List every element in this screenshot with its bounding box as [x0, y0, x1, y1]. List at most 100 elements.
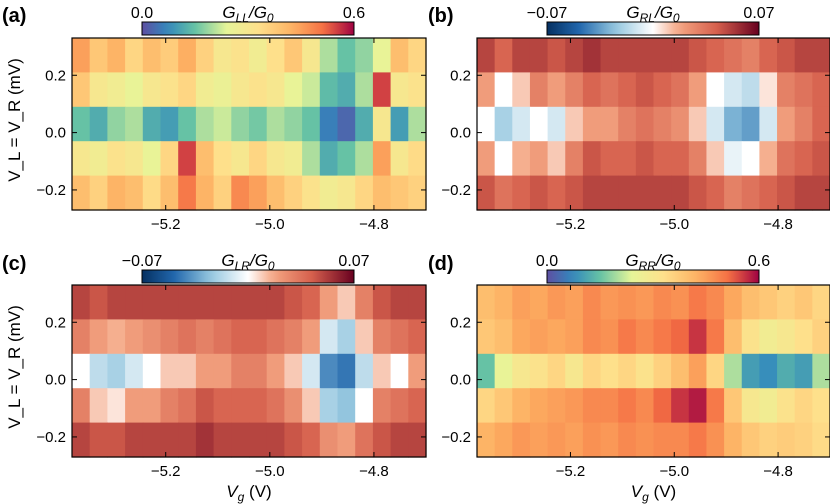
- heatmap-cell: [600, 388, 619, 424]
- heatmap-cell: [372, 285, 392, 320]
- heatmap-cell: [512, 388, 531, 424]
- colorbar-min-label: −0.07: [122, 253, 163, 270]
- heatmap-cell: [213, 319, 232, 355]
- heatmap-cell: [477, 353, 496, 389]
- heatmap-cell: [724, 285, 743, 320]
- heatmap-cell: [125, 319, 144, 355]
- heatmap-cell: [759, 319, 778, 355]
- heatmap-cell: [284, 106, 303, 142]
- heatmap-cell: [653, 319, 672, 355]
- heatmap-cell: [213, 285, 232, 320]
- heatmap-cell: [529, 141, 549, 177]
- heatmap-cell: [671, 353, 690, 389]
- y-tick-label: 0.0: [450, 372, 471, 389]
- panel-label: (d): [428, 253, 454, 275]
- heatmap-cell: [724, 106, 743, 142]
- heatmap-cell: [231, 388, 250, 424]
- heatmap-cell: [618, 353, 637, 389]
- heatmap-cell: [284, 353, 303, 389]
- x-tick-label: −4.8: [763, 216, 793, 233]
- heatmap-cell: [777, 106, 796, 142]
- heatmap-cell: [266, 353, 285, 389]
- x-tick-label: −4.8: [359, 216, 389, 233]
- heatmap-cell: [89, 106, 108, 142]
- heatmap-cell: [741, 175, 760, 211]
- heatmap-cell: [777, 141, 796, 177]
- heatmap-cell: [355, 38, 374, 73]
- heatmap-cell: [671, 388, 690, 424]
- heatmap-cell: [284, 319, 303, 355]
- heatmap-cell: [319, 38, 339, 73]
- heatmap-cell: [125, 388, 144, 424]
- heatmap-cell: [477, 72, 496, 108]
- heatmap-cell: [284, 175, 303, 211]
- y-tick-label: 0.0: [45, 125, 66, 142]
- heatmap-cell: [777, 353, 796, 389]
- colorbar: [546, 21, 760, 36]
- panel-d: (d) −5.2 −5.0 −4.8 −0.2 0.0 0.2 0.0 0.6 GRR/G0 Vg …: [428, 251, 830, 504]
- heatmap-cell: [195, 353, 215, 389]
- heatmap-cell: [408, 319, 427, 355]
- heatmap-cell: [142, 72, 162, 108]
- heatmap-cell: [249, 285, 268, 320]
- heatmap-cell: [266, 141, 285, 177]
- heatmap-cell: [653, 175, 672, 211]
- heatmap-cell: [319, 388, 339, 424]
- heatmap-cell: [688, 38, 708, 73]
- heatmap-cell: [494, 285, 513, 320]
- heatmap-cell: [547, 72, 566, 108]
- heatmap-cell: [777, 285, 796, 320]
- colorbar-min-label: 0.0: [536, 253, 558, 270]
- heatmap-cell: [89, 141, 108, 177]
- heatmap-cell: [529, 106, 549, 142]
- plot-frame: [476, 284, 830, 458]
- x-tick-label: −5.2: [556, 216, 586, 233]
- heatmap-cell: [107, 175, 126, 211]
- heatmap-cell: [408, 422, 427, 458]
- heatmap-cell: [355, 285, 374, 320]
- heatmap-cell: [390, 175, 409, 211]
- heatmap-cell: [390, 353, 409, 389]
- heatmap-cell: [582, 388, 602, 424]
- heatmap-cell: [89, 353, 108, 389]
- heatmap-cell: [777, 175, 796, 211]
- heatmap-cell: [582, 106, 602, 142]
- heatmap-cell: [582, 175, 602, 211]
- heatmap-cell: [477, 141, 496, 177]
- colorbar: [141, 21, 355, 36]
- y-tick-label: 0.0: [45, 372, 66, 389]
- heatmap-cell: [89, 388, 108, 424]
- heatmap-cell: [107, 285, 126, 320]
- heatmap-cell: [372, 38, 392, 73]
- heatmap-cell: [477, 422, 496, 458]
- heatmap-cell: [600, 285, 619, 320]
- heatmap-cell: [390, 38, 409, 73]
- heatmap-cell: [529, 353, 549, 389]
- heatmap-cell: [107, 353, 126, 389]
- heatmap-cell: [635, 388, 655, 424]
- heatmap-cell: [759, 72, 778, 108]
- x-tick-label: −5.2: [151, 216, 181, 233]
- heatmap-cell: [319, 141, 339, 177]
- heatmap-cell: [160, 285, 179, 320]
- heatmap-cell: [89, 72, 108, 108]
- heatmap-cell: [688, 422, 708, 458]
- heatmap-cell: [547, 319, 566, 355]
- heatmap-cell: [794, 319, 813, 355]
- plot-frame: [71, 37, 427, 211]
- x-tick-label: −5.2: [556, 463, 586, 480]
- heatmap-cell: [160, 38, 179, 73]
- heatmap-cell: [372, 106, 392, 142]
- heatmap-cell: [812, 422, 830, 458]
- heatmap-cell: [812, 353, 830, 389]
- x-axis-label: Vg (V): [631, 482, 676, 504]
- heatmap-cell: [337, 285, 356, 320]
- heatmap-cell: [160, 388, 179, 424]
- heatmap-cell: [812, 285, 830, 320]
- heatmap-cell: [249, 353, 268, 389]
- heatmap-cell: [195, 319, 215, 355]
- heatmap-cell: [372, 353, 392, 389]
- heatmap-cell: [284, 285, 303, 320]
- heatmap-cell: [812, 388, 830, 424]
- heatmap-cell: [565, 353, 584, 389]
